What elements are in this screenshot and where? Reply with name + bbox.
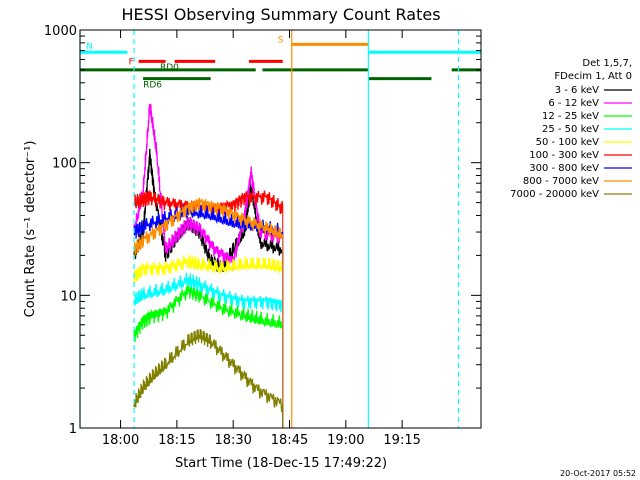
plot-frame <box>79 29 482 429</box>
x-tick-label: 18:30 <box>214 433 251 448</box>
flags-layer: N S F RD0 RD6 <box>80 35 481 91</box>
legend-header-line: Det 1,5,7, <box>582 58 632 69</box>
series-line-25-50-kev <box>133 273 284 313</box>
legend-label-100-300-kev: 100 - 300 keV <box>529 150 599 161</box>
y-tick-label: 1000 <box>44 24 77 39</box>
series-line-800-7000-kev <box>133 197 284 256</box>
legend-label-25-50-kev: 25 - 50 keV <box>542 124 599 135</box>
legend-header-line: FDecim 1, Att 0 <box>554 71 632 82</box>
y-axis-label: Count Rate (s⁻¹ detector⁻¹) <box>23 141 38 318</box>
flag-label-f: F <box>129 57 134 67</box>
flag-label-n: N <box>86 42 93 52</box>
y-tick-label: 10 <box>60 289 77 304</box>
y-tick-label: 100 <box>52 157 77 172</box>
flag-label-s: S <box>278 35 284 45</box>
x-tick-label: 18:45 <box>271 433 308 448</box>
axes-layer: 18:00 18:15 18:30 18:45 19:00 19:15 1 10 100 1000 <box>44 24 481 448</box>
legend-label-50-100-kev: 50 - 100 keV <box>536 137 600 148</box>
x-tick-label: 19:15 <box>383 433 420 448</box>
y-tick-label: 1 <box>69 422 77 437</box>
legend-label-6-12-kev: 6 - 12 keV <box>548 98 599 109</box>
chart-title: HESSI Observing Summary Count Rates <box>121 5 440 24</box>
flag-label-rd0: RD0 <box>160 63 179 73</box>
legend: Det 1,5,7, FDecim 1, Att 0 3 - 6 keV 6 - 12… <box>510 58 632 200</box>
x-tick-label: 18:00 <box>102 433 139 448</box>
series-line-7000-20000-kev <box>133 329 284 413</box>
legend-label-3-6-kev: 3 - 6 keV <box>555 85 599 96</box>
timestamp: 20-Oct-2017 05:52 <box>560 469 636 478</box>
series-line-50-100-kev <box>133 254 284 284</box>
x-axis-label: Start Time (18-Dec-15 17:49:22) <box>175 456 387 471</box>
legend-label-300-800-kev: 300 - 800 keV <box>529 163 599 174</box>
legend-label-7000-20000-kev: 7000 - 20000 keV <box>510 189 599 200</box>
series-line-6-12-kev <box>133 103 284 270</box>
legend-label-12-25-kev: 12 - 25 keV <box>542 111 599 122</box>
x-tick-label: 19:00 <box>327 433 364 448</box>
x-tick-label: 18:15 <box>158 433 195 448</box>
series-line-12-25-kev <box>133 283 284 342</box>
flag-label-rd6: RD6 <box>143 81 162 91</box>
series-layer <box>133 103 284 428</box>
legend-label-800-7000-kev: 800 - 7000 keV <box>523 176 599 187</box>
